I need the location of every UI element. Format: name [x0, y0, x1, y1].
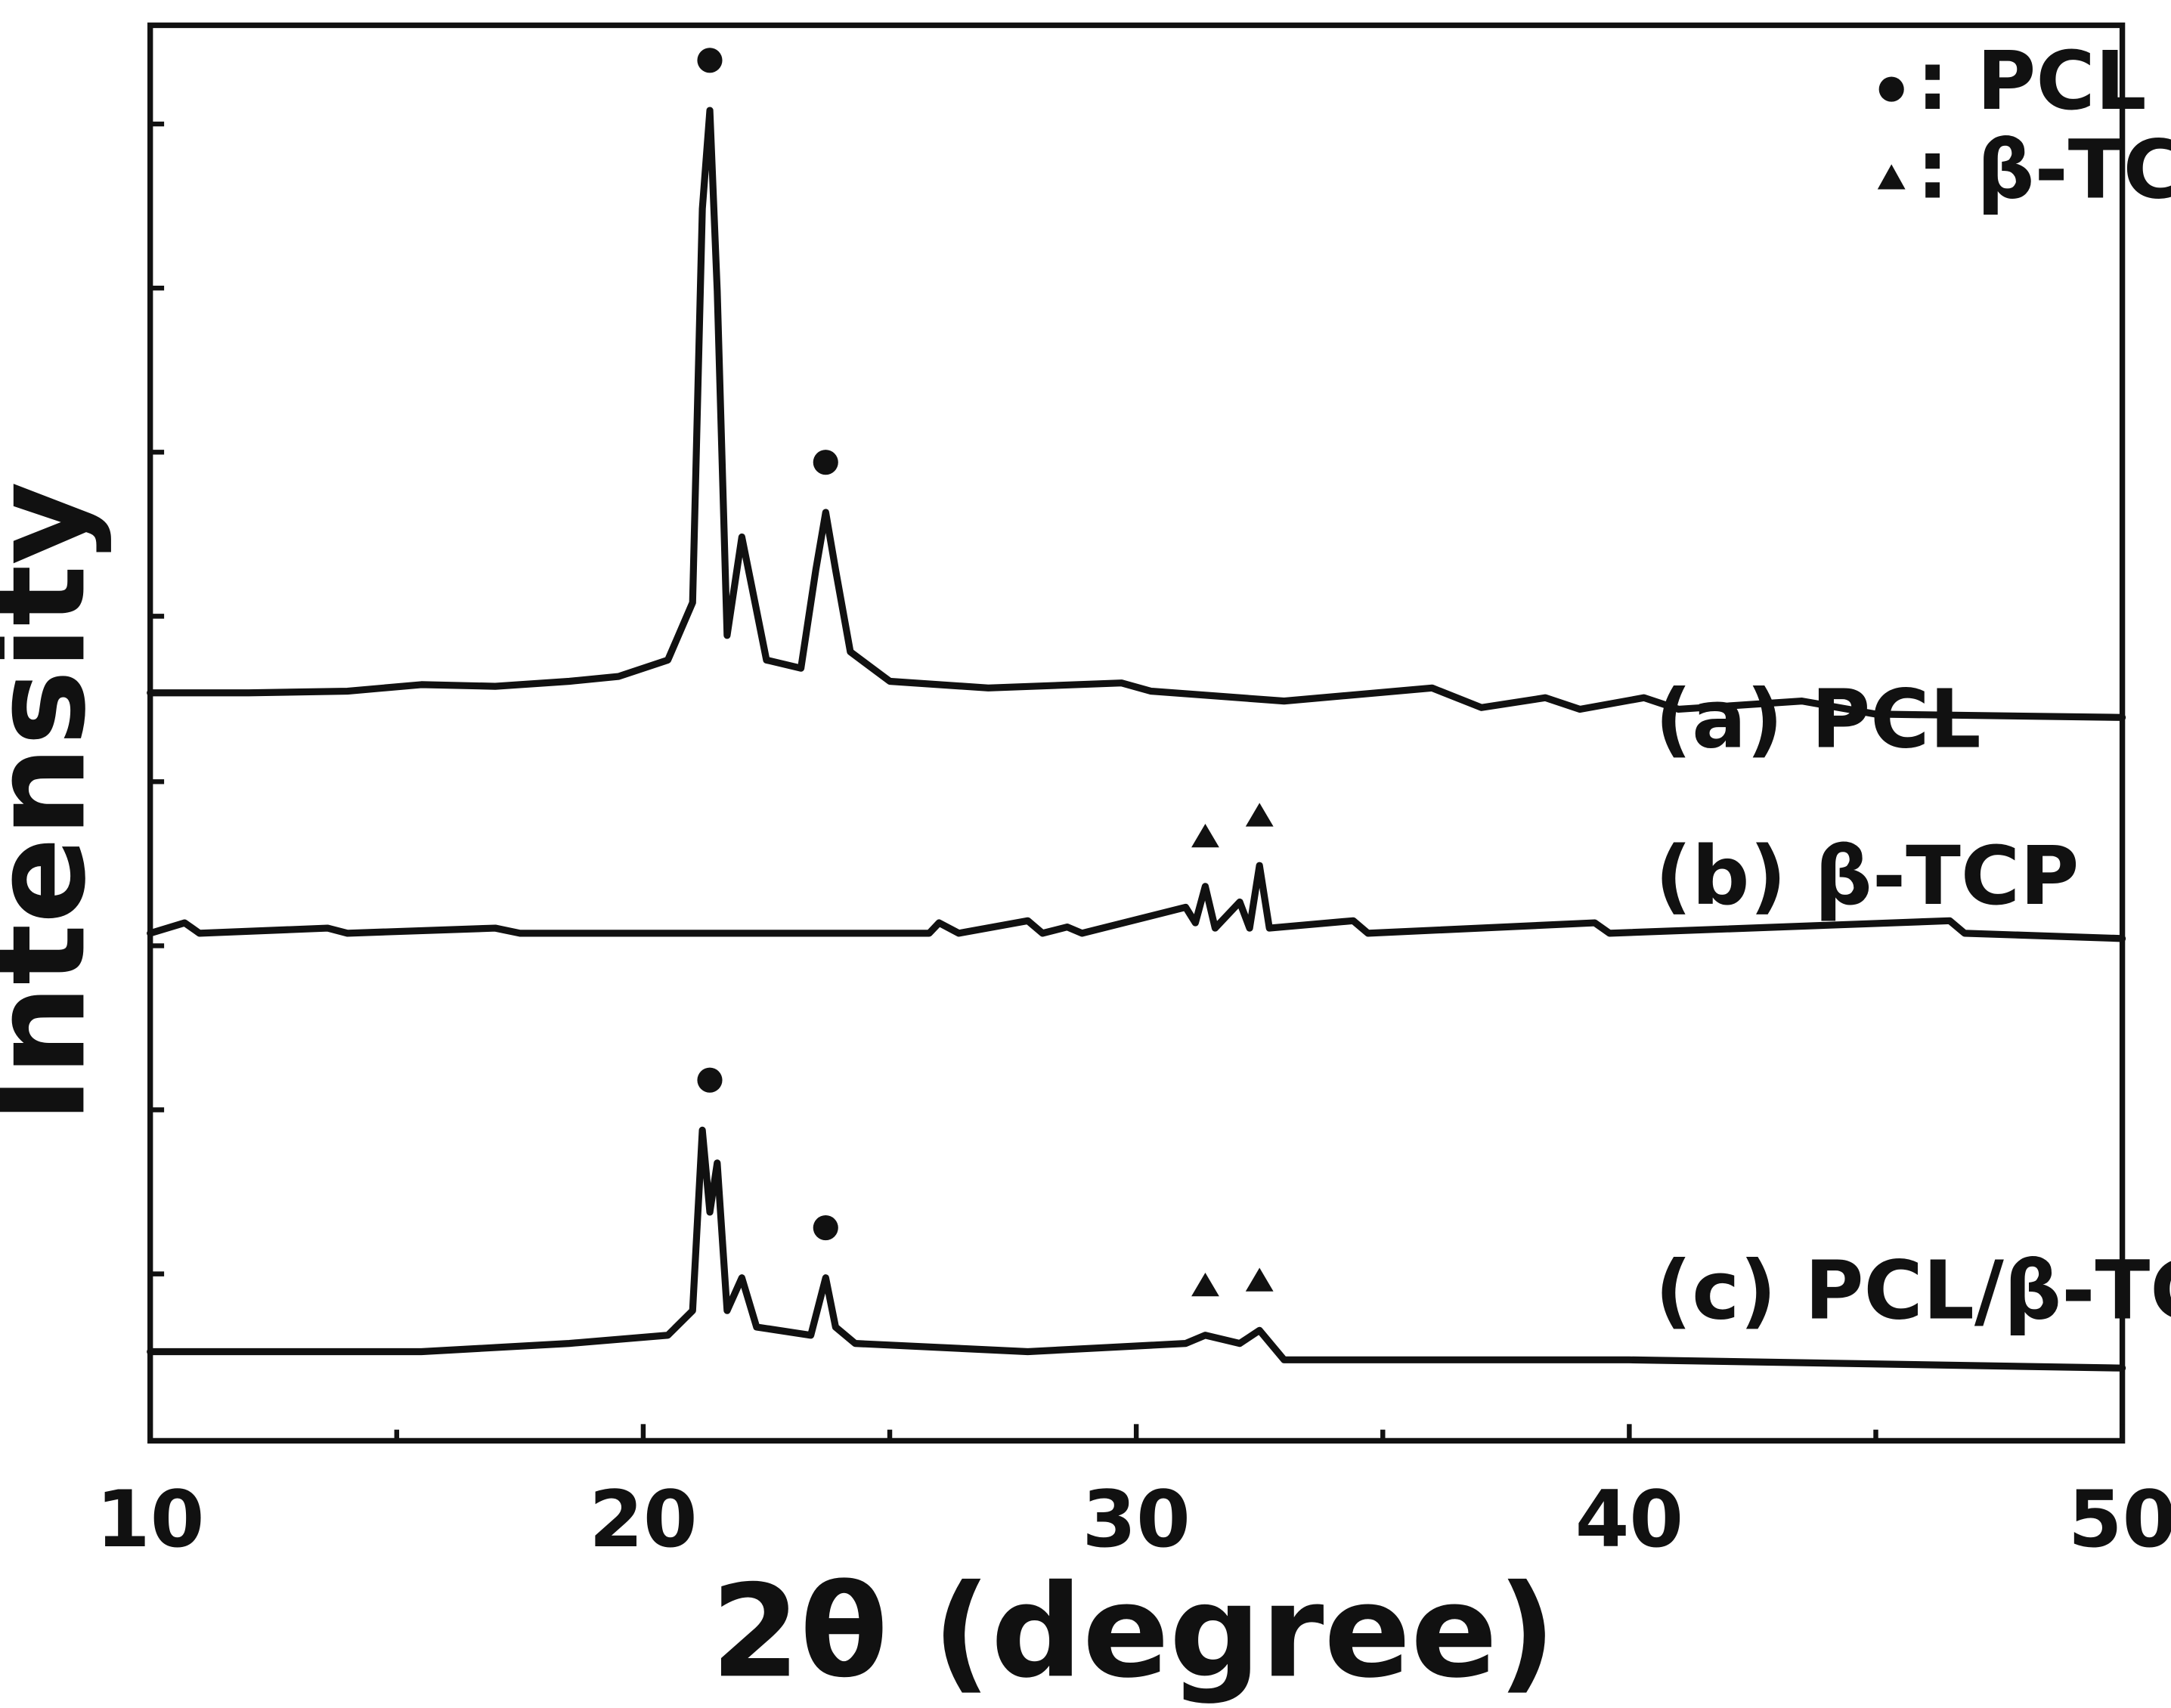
- series-line: [147, 1126, 2126, 1372]
- series-traces: [147, 107, 2126, 1372]
- x-axis-ticks: [147, 1424, 2125, 1441]
- legend-label: : PCL: [1916, 35, 2146, 128]
- pcl-peak-marker: [697, 48, 723, 73]
- series-label: (c) PCL/β-TCP: [1655, 1245, 2171, 1338]
- tcp-peak-marker: [1245, 1267, 1274, 1292]
- series-label: (b) β-TCP: [1655, 830, 2079, 924]
- tcp-peak-marker: [1191, 1272, 1219, 1297]
- series-labels: (a) PCL (b) β-TCP (c) PCL/β-TCP: [1655, 673, 2171, 1338]
- legend-label: : β-TCP: [1916, 124, 2171, 218]
- pcl-peak-marker: [697, 1067, 723, 1093]
- peak-markers: [697, 48, 1274, 1297]
- x-axis-tick-labels: 10 20 30 40 50: [96, 1474, 2171, 1565]
- x-tick-label: 30: [1082, 1474, 1190, 1565]
- tcp-peak-marker: [1245, 803, 1274, 827]
- y-axis-title: Intensity: [0, 481, 113, 1124]
- series-line: [147, 107, 2126, 721]
- series-line: [147, 862, 2126, 942]
- legend: : PCL: β-TCP: [1877, 35, 2171, 218]
- tcp-peak-marker: [1191, 823, 1219, 848]
- x-tick-label: 50: [2068, 1474, 2171, 1565]
- x-tick-label: 40: [1575, 1474, 1683, 1565]
- x-tick-label: 20: [589, 1474, 697, 1565]
- x-tick-label: 10: [96, 1474, 204, 1565]
- y-axis-ticks: [150, 121, 165, 1276]
- legend-triangle-icon: [1877, 164, 1906, 190]
- x-axis-title: 2θ (degree): [711, 1557, 1556, 1706]
- pcl-peak-marker: [813, 1214, 838, 1241]
- series-label: (a) PCL: [1655, 673, 1981, 766]
- legend-circle-icon: [1878, 76, 1904, 102]
- pcl-peak-marker: [813, 450, 838, 475]
